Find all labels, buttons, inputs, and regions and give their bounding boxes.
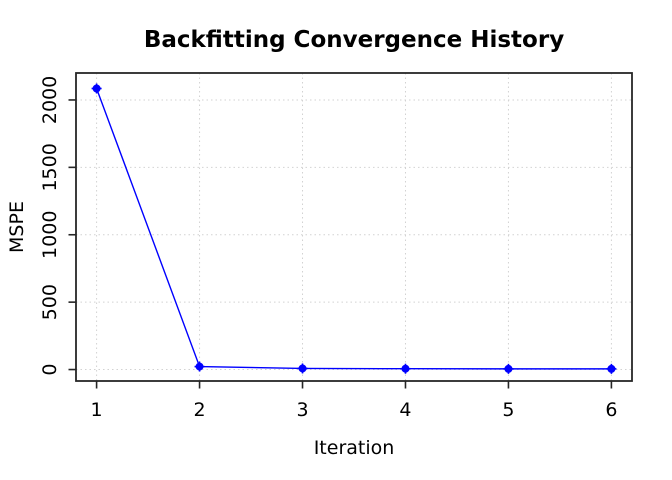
plot-box <box>75 72 633 382</box>
x-axis-title: Iteration <box>313 437 395 459</box>
data-point <box>297 363 308 374</box>
y-tick-label: 2000 <box>39 76 61 124</box>
x-tick-label: 4 <box>399 399 411 421</box>
y-tick-label: 500 <box>39 284 61 320</box>
data-point <box>503 363 514 374</box>
y-tick-label: 1500 <box>39 143 61 191</box>
data-point-dot <box>504 364 513 373</box>
y-tick-label: 0 <box>39 363 61 375</box>
y-axis-title: MSPE <box>6 201 28 253</box>
data-point-dot <box>401 364 410 373</box>
x-tick-label: 1 <box>91 399 103 421</box>
grid-lines <box>76 73 632 381</box>
y-tick-label: 1000 <box>39 211 61 259</box>
data-point <box>400 363 411 374</box>
x-tick-label: 2 <box>194 399 206 421</box>
data-points <box>91 83 617 374</box>
data-point-dot <box>298 364 307 373</box>
data-point <box>606 363 617 374</box>
data-point <box>91 83 102 94</box>
data-point <box>194 361 205 372</box>
data-point-dot <box>607 364 616 373</box>
chart-title: Backfitting Convergence History <box>143 27 565 53</box>
x-tick-label: 6 <box>605 399 617 421</box>
axis-tick-labels: 1 2 3 4 5 6 0 500 1000 1500 2000 <box>39 76 617 421</box>
axis-ticks <box>68 99 613 389</box>
data-point-dot <box>195 362 204 371</box>
x-tick-label: 5 <box>502 399 514 421</box>
data-point-dot <box>92 84 101 93</box>
x-tick-label: 3 <box>296 399 308 421</box>
mspe-line <box>95 88 612 370</box>
